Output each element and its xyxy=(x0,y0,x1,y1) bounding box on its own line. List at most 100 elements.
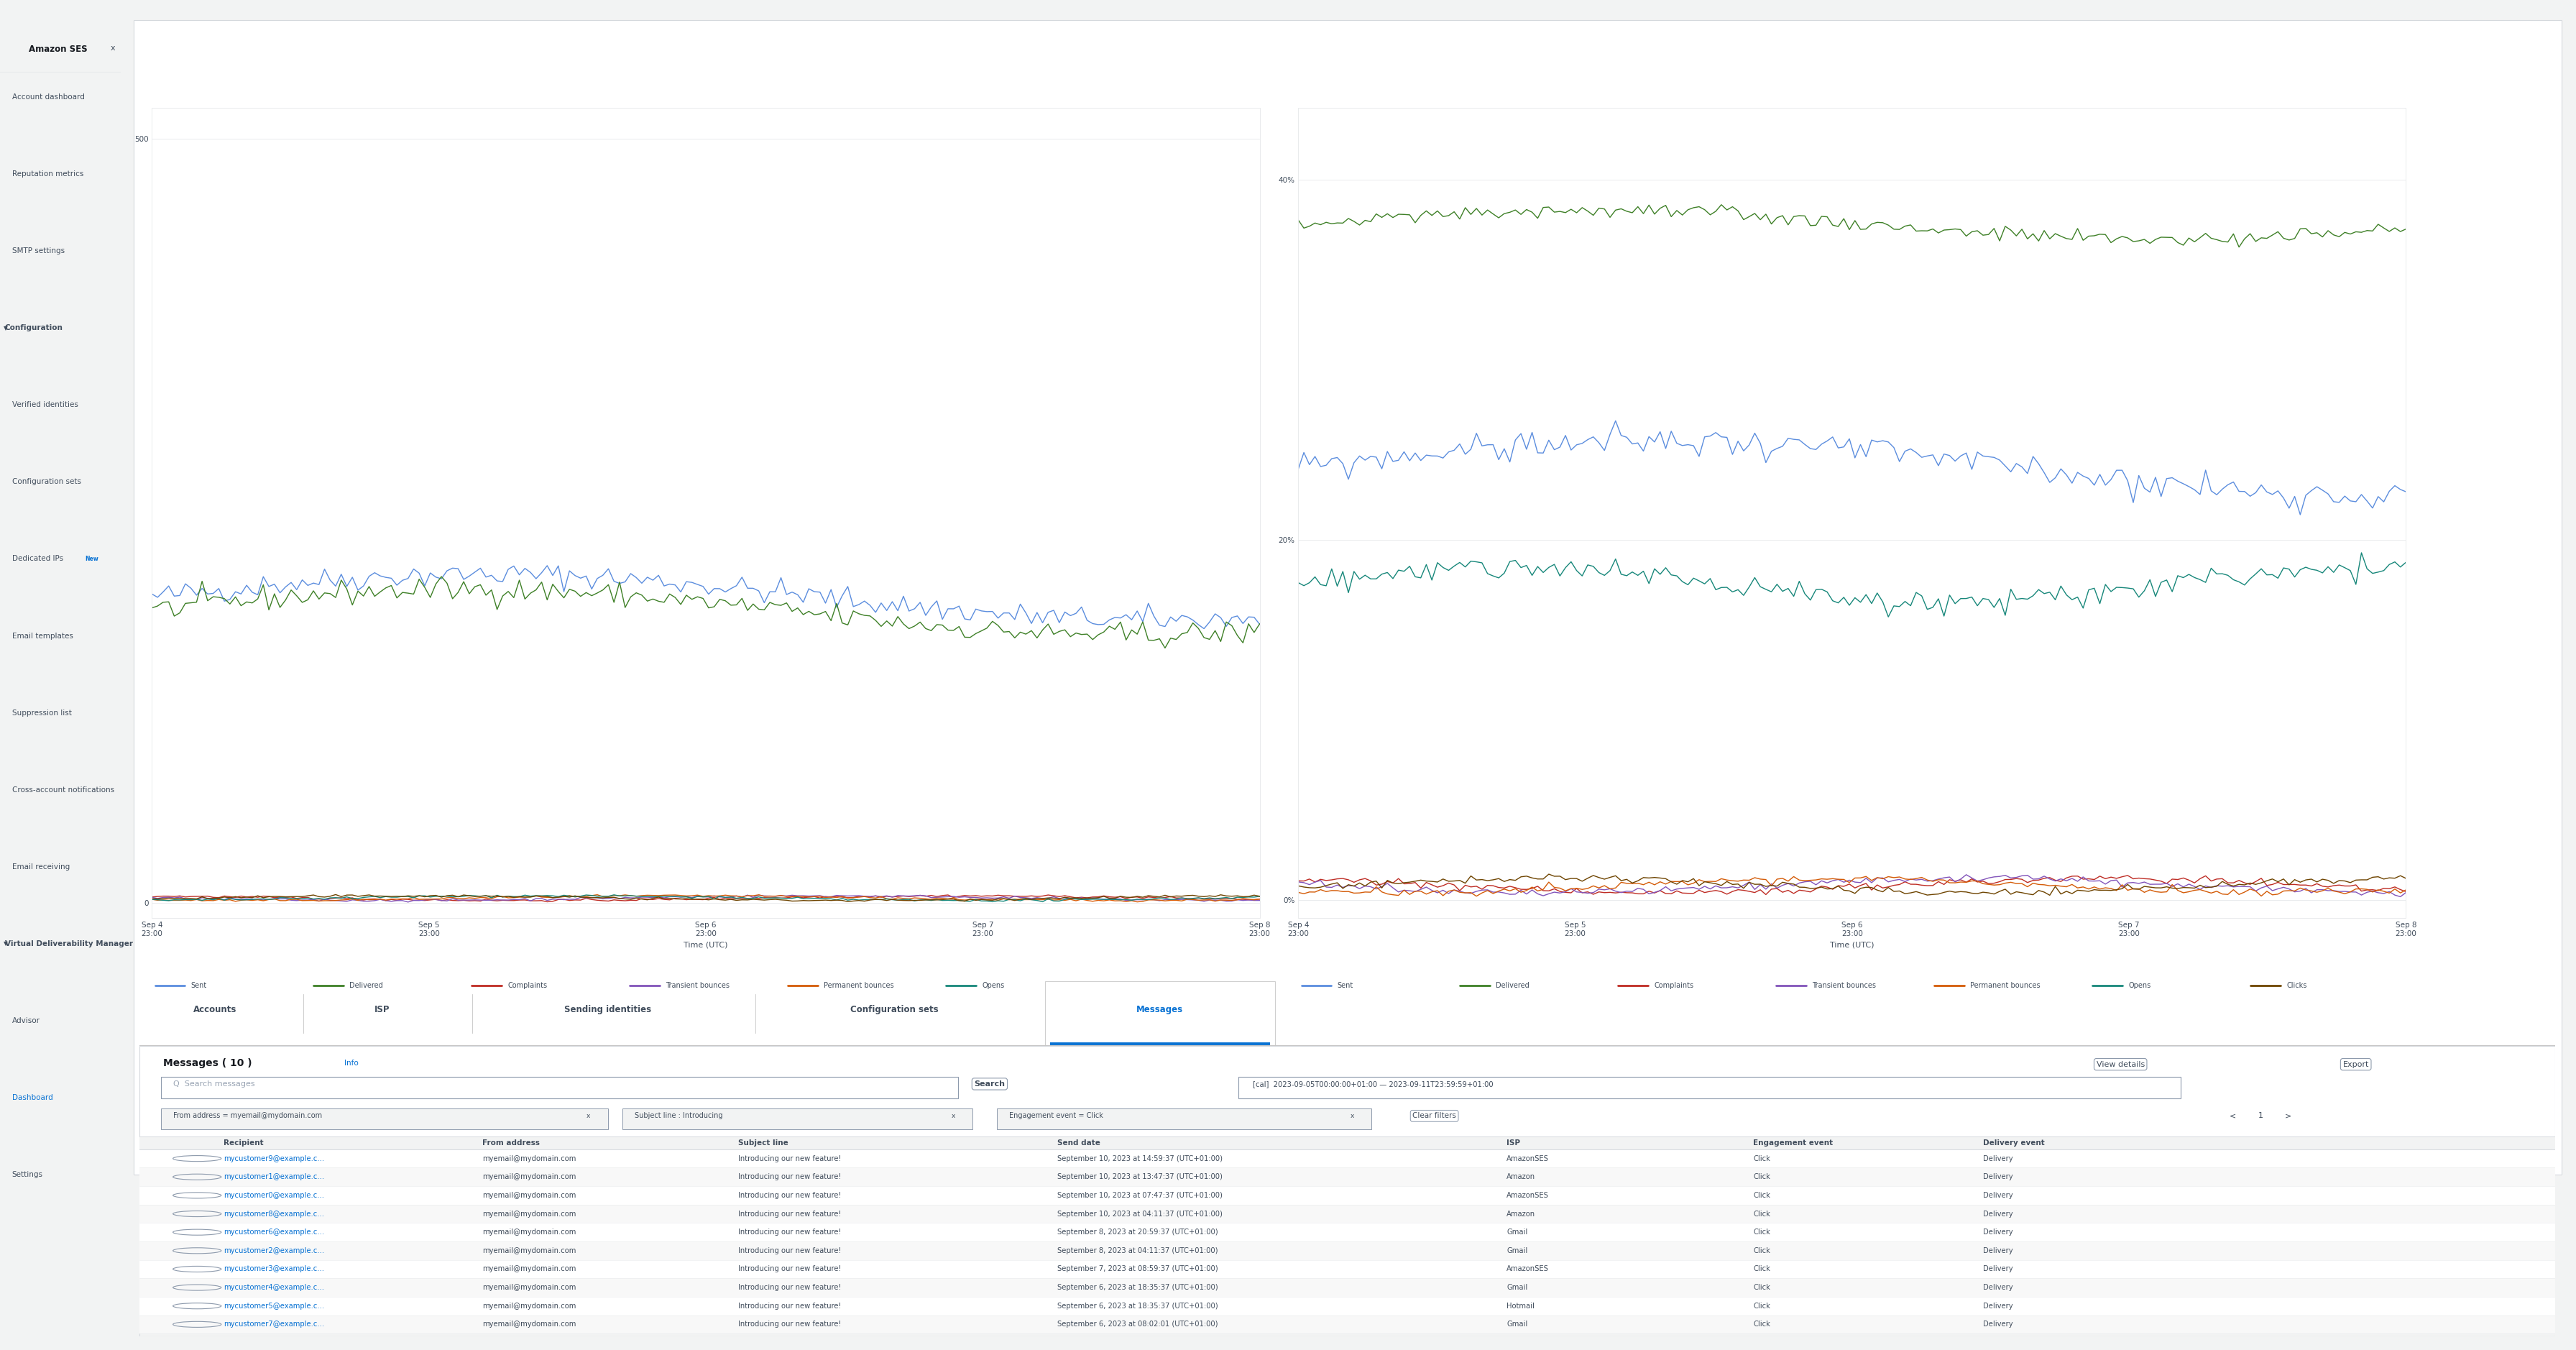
Bar xyxy=(139,1315,2555,1334)
Text: Delivery: Delivery xyxy=(1984,1228,2012,1235)
X-axis label: Time (UTC): Time (UTC) xyxy=(1829,941,1875,948)
Text: ISP: ISP xyxy=(374,1006,389,1015)
Text: ▼: ▼ xyxy=(3,941,8,946)
Text: Configuration: Configuration xyxy=(5,324,62,332)
Text: Recipient: Recipient xyxy=(224,1139,263,1146)
Text: Delivery: Delivery xyxy=(1984,1284,2012,1291)
Text: 1: 1 xyxy=(2259,1112,2264,1119)
Text: Sent: Sent xyxy=(191,981,206,990)
Bar xyxy=(139,1278,2555,1297)
Text: September 8, 2023 at 20:59:37 (UTC+01:00): September 8, 2023 at 20:59:37 (UTC+01:00… xyxy=(1056,1228,1218,1235)
Text: Complaints: Complaints xyxy=(507,981,546,990)
Text: Delivery: Delivery xyxy=(1984,1247,2012,1254)
Text: Transient bounces: Transient bounces xyxy=(665,981,729,990)
Text: Info: Info xyxy=(345,1060,358,1066)
Text: September 10, 2023 at 14:59:37 (UTC+01:00): September 10, 2023 at 14:59:37 (UTC+01:0… xyxy=(1056,1154,1224,1162)
Text: mycustomer9@example.c...: mycustomer9@example.c... xyxy=(224,1154,325,1162)
Text: Introducing our new feature!: Introducing our new feature! xyxy=(739,1303,842,1310)
Text: Gmail: Gmail xyxy=(1507,1228,1528,1235)
Text: mycustomer0@example.c...: mycustomer0@example.c... xyxy=(224,1192,325,1199)
Text: Verified identities: Verified identities xyxy=(13,401,77,409)
Text: AmazonSES: AmazonSES xyxy=(1507,1265,1548,1273)
Text: Settings: Settings xyxy=(13,1170,44,1179)
Text: Sending identities: Sending identities xyxy=(564,1006,652,1015)
Text: x: x xyxy=(111,45,116,51)
Text: Engagement event = Click: Engagement event = Click xyxy=(1010,1112,1103,1119)
Text: Q  Search messages: Q Search messages xyxy=(173,1080,255,1088)
Text: Delivery: Delivery xyxy=(1984,1320,2012,1328)
Text: Click: Click xyxy=(1754,1192,1770,1199)
Text: Gmail: Gmail xyxy=(1507,1320,1528,1328)
Text: September 6, 2023 at 18:35:37 (UTC+01:00): September 6, 2023 at 18:35:37 (UTC+01:00… xyxy=(1056,1284,1218,1291)
Text: Delivery event: Delivery event xyxy=(1984,1139,2045,1146)
Text: Email templates: Email templates xyxy=(13,632,72,640)
Text: x: x xyxy=(587,1112,590,1119)
Text: Introducing our new feature!: Introducing our new feature! xyxy=(739,1320,842,1328)
Text: Send date: Send date xyxy=(1056,1139,1100,1146)
Text: New: New xyxy=(85,556,98,562)
Text: September 8, 2023 at 04:11:37 (UTC+01:00): September 8, 2023 at 04:11:37 (UTC+01:00… xyxy=(1056,1247,1218,1254)
Text: Permanent bounces: Permanent bounces xyxy=(1971,981,2040,990)
Text: September 10, 2023 at 13:47:37 (UTC+01:00): September 10, 2023 at 13:47:37 (UTC+01:0… xyxy=(1056,1173,1224,1180)
Text: Subject line: Subject line xyxy=(739,1139,788,1146)
Bar xyxy=(1239,1077,2182,1099)
Text: myemail@mydomain.com: myemail@mydomain.com xyxy=(482,1265,577,1273)
Text: View details: View details xyxy=(2097,1061,2146,1068)
Text: Messages ( 10 ): Messages ( 10 ) xyxy=(162,1058,252,1068)
Text: Opens: Opens xyxy=(2128,981,2151,990)
Text: Click: Click xyxy=(1754,1265,1770,1273)
Text: Export: Export xyxy=(2342,1061,2370,1068)
Bar xyxy=(139,1223,2555,1242)
Text: September 10, 2023 at 07:47:37 (UTC+01:00): September 10, 2023 at 07:47:37 (UTC+01:0… xyxy=(1056,1192,1224,1199)
Text: Delivery: Delivery xyxy=(1984,1303,2012,1310)
Text: >: > xyxy=(2285,1112,2293,1119)
Text: Introducing our new feature!: Introducing our new feature! xyxy=(739,1284,842,1291)
Text: myemail@mydomain.com: myemail@mydomain.com xyxy=(482,1284,577,1291)
Bar xyxy=(160,1108,608,1129)
Text: Configuration sets: Configuration sets xyxy=(850,1006,938,1015)
Text: Account dashboard: Account dashboard xyxy=(13,93,85,101)
Text: From address = myemail@mydomain.com: From address = myemail@mydomain.com xyxy=(173,1112,322,1119)
Text: September 7, 2023 at 08:59:37 (UTC+01:00): September 7, 2023 at 08:59:37 (UTC+01:00… xyxy=(1056,1265,1218,1273)
Text: mycustomer6@example.c...: mycustomer6@example.c... xyxy=(224,1228,325,1235)
Text: Gmail: Gmail xyxy=(1507,1247,1528,1254)
Text: Hotmail: Hotmail xyxy=(1507,1303,1535,1310)
Bar xyxy=(139,1204,2555,1223)
Text: Clicks: Clicks xyxy=(2287,981,2308,990)
Text: Click: Click xyxy=(1754,1320,1770,1328)
Text: mycustomer8@example.c...: mycustomer8@example.c... xyxy=(224,1210,325,1218)
Text: Permanent bounces: Permanent bounces xyxy=(824,981,894,990)
Text: myemail@mydomain.com: myemail@mydomain.com xyxy=(482,1210,577,1218)
Text: Suppression list: Suppression list xyxy=(13,709,72,717)
Text: x: x xyxy=(1350,1112,1355,1119)
Text: Click: Click xyxy=(1754,1228,1770,1235)
Text: Click: Click xyxy=(1754,1210,1770,1218)
Text: Amazon: Amazon xyxy=(1507,1210,1535,1218)
Text: myemail@mydomain.com: myemail@mydomain.com xyxy=(482,1228,577,1235)
Text: mycustomer7@example.c...: mycustomer7@example.c... xyxy=(224,1320,325,1328)
Text: Introducing our new feature!: Introducing our new feature! xyxy=(739,1228,842,1235)
Text: Sent: Sent xyxy=(1337,981,1352,990)
Text: Click: Click xyxy=(1754,1154,1770,1162)
Text: Amazon: Amazon xyxy=(1507,1173,1535,1180)
Text: AmazonSES: AmazonSES xyxy=(1507,1154,1548,1162)
Text: Dedicated IPs: Dedicated IPs xyxy=(13,555,64,563)
X-axis label: Time (UTC): Time (UTC) xyxy=(683,941,729,948)
Text: mycustomer1@example.c...: mycustomer1@example.c... xyxy=(224,1173,325,1180)
Text: myemail@mydomain.com: myemail@mydomain.com xyxy=(482,1320,577,1328)
Text: Messages: Messages xyxy=(1136,1006,1182,1015)
Text: Introducing our new feature!: Introducing our new feature! xyxy=(739,1210,842,1218)
Text: <: < xyxy=(2228,1112,2236,1119)
Text: Transient bounces: Transient bounces xyxy=(1811,981,1875,990)
Text: x: x xyxy=(951,1112,956,1119)
Text: Search: Search xyxy=(974,1080,1005,1088)
Text: myemail@mydomain.com: myemail@mydomain.com xyxy=(482,1303,577,1310)
Text: Introducing our new feature!: Introducing our new feature! xyxy=(739,1154,842,1162)
Text: myemail@mydomain.com: myemail@mydomain.com xyxy=(482,1154,577,1162)
Text: Reputation metrics: Reputation metrics xyxy=(13,170,82,178)
Bar xyxy=(139,1297,2555,1315)
Text: mycustomer5@example.c...: mycustomer5@example.c... xyxy=(224,1303,325,1310)
Text: September 6, 2023 at 08:02:01 (UTC+01:00): September 6, 2023 at 08:02:01 (UTC+01:00… xyxy=(1056,1320,1218,1328)
Text: September 6, 2023 at 18:35:37 (UTC+01:00): September 6, 2023 at 18:35:37 (UTC+01:00… xyxy=(1056,1303,1218,1310)
Text: Cross-account notifications: Cross-account notifications xyxy=(13,786,113,794)
